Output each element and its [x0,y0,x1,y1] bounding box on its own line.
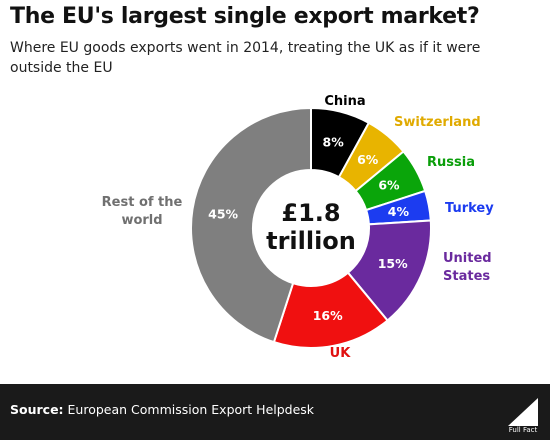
category-label-uk: UK [330,346,352,361]
percent-label-rest-of-the-world: 45% [208,207,238,222]
chart-title: The EU's largest single export market? [10,4,480,29]
center-unit-label: trillion [266,227,356,255]
category-label-china: China [324,94,365,109]
slice-rest-of-the-world[interactable] [190,106,312,344]
source-note: Source: European Commission Export Helpd… [10,402,314,417]
category-label-turkey: Turkey [445,201,494,216]
source-text: European Commission Export Helpdesk [63,402,315,417]
footer-bar: Source: European Commission Export Helpd… [0,384,550,440]
donut-category-labels: China Switzerland Russia Turkey United States… [102,94,495,361]
chart-subtitle: Where EU goods exports went in 2014, tre… [10,40,481,76]
percent-label-china: 8% [323,134,345,149]
full-fact-logo-icon[interactable]: Full Fact [502,392,544,434]
category-label-switzerland: Switzerland [394,115,481,130]
category-label-united-states: United States [443,251,492,284]
percent-label-uk: 16% [313,308,343,323]
donut-chart: 8% 6% 6% 4% 15% 16% 45% China Switzerland Russia… [102,94,495,361]
logo-text: Full Fact [509,426,538,434]
percent-label-russia: 6% [378,178,400,193]
category-label-russia: Russia [427,155,475,170]
donut-slices [190,106,432,349]
category-label-rest-of-the-world: Rest of the world [102,195,183,228]
center-value-label: £1.8 [281,199,340,227]
donut-percent-labels: 8% 6% 6% 4% 15% 16% 45% [208,134,409,323]
percent-label-switzerland: 6% [357,152,379,167]
percent-label-united-states: 15% [378,256,408,271]
source-prefix: Source: [10,402,64,417]
percent-label-turkey: 4% [388,204,410,219]
